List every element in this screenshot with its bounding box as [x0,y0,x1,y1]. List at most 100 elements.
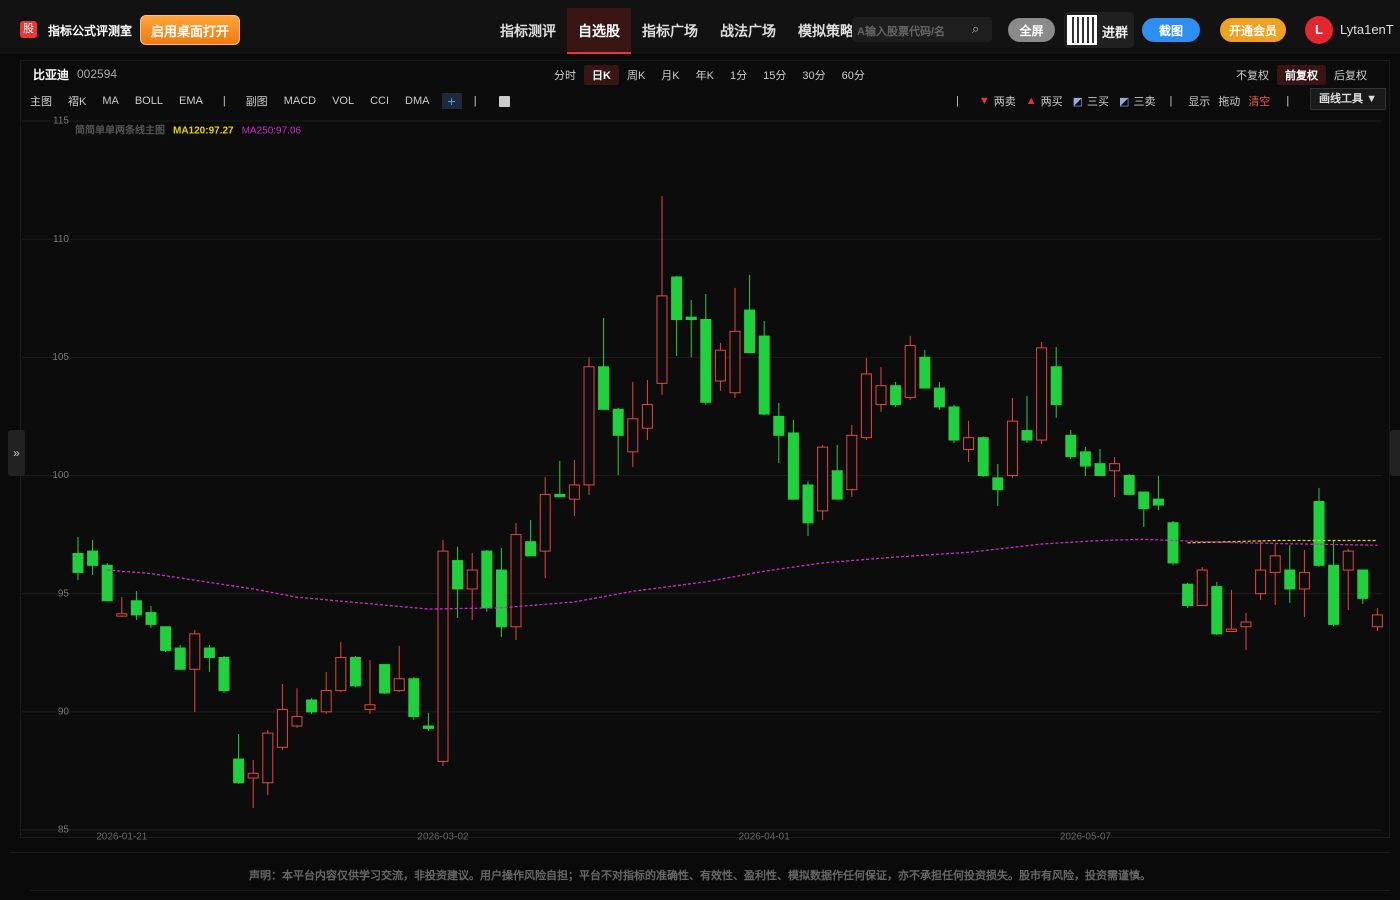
period-tab[interactable]: 月K [661,70,680,82]
sub-indicator[interactable]: CCI [370,95,390,107]
candle-body [948,406,960,441]
adjust-tab[interactable]: 后复权 [1334,70,1367,82]
right-drawer-toggle[interactable] [1390,430,1400,476]
username: Lyta1enT [1340,22,1394,37]
candle-body [525,541,537,557]
separator: | [1286,95,1290,107]
candle-body [1342,550,1354,571]
candle-body [612,408,624,436]
candle-body [1255,569,1267,595]
member-button[interactable]: 开通会员 [1220,18,1286,42]
candle-body [203,647,215,658]
period-tab[interactable]: 日K [584,65,619,85]
candle-body [539,493,551,552]
signal-button[interactable]: 两买 [1040,96,1063,108]
sub-indicator[interactable]: MACD [283,95,317,107]
legend-entry: MA250:97.06 [242,126,302,137]
save-icon[interactable] [498,95,510,107]
candle-body [671,276,683,321]
candle-body [758,335,770,415]
signal-icon: ▼ [978,95,990,107]
nav-item[interactable]: 自选股 [567,8,631,54]
indicator-label: 简简单单两条线主图 [75,124,165,137]
candle-body [963,437,975,451]
chart-panel [20,60,1390,838]
candle-body [1065,434,1077,458]
candle-body [1269,555,1281,573]
top-bar: 股 指标公式评测室 启用桌面打开 指标测评 自选股 指标广场 战法广场 模拟策略 A输入… [0,0,1400,54]
search-icon[interactable]: ⌕ [972,21,980,36]
group-label: 进群 [1102,25,1129,40]
candle-body [247,772,259,779]
nav-item[interactable]: 战法广场 [720,23,776,39]
action-button[interactable]: 清空 [1248,96,1271,108]
y-tick-label: 115 [53,116,69,127]
main-indicator[interactable]: 褶K [68,96,87,108]
left-drawer-toggle[interactable]: » [8,430,25,476]
separator: | [473,95,477,107]
nav-item[interactable]: 指标广场 [642,23,698,39]
period-tab[interactable]: 15分 [763,70,787,82]
main-indicator[interactable]: MA [102,95,119,107]
action-button[interactable]: 显示 [1188,96,1211,108]
signal-icon: ◩ [1072,95,1084,108]
candle-body [860,373,872,439]
search-box[interactable]: A输入股票代码/名 ⌕ [852,17,992,42]
site-title: 指标公式评测室 [48,24,133,38]
group-box[interactable]: 进群 [1064,12,1134,48]
period-tab[interactable]: 年K [695,70,714,82]
main-indicator[interactable]: EMA [178,95,203,107]
candle-body [1371,614,1383,628]
candle-body [1313,500,1325,566]
sub-indicator[interactable]: VOL [332,95,355,107]
nav-item[interactable]: 指标测评 [500,23,556,39]
draw-tools[interactable]: 画线工具 ▼ [1310,88,1386,110]
period-tab[interactable]: 分时 [554,70,576,82]
candle-body [1123,475,1135,495]
candle-body [218,656,230,692]
action-button[interactable]: 拖动 [1218,96,1241,108]
candle-body [1079,451,1091,467]
candle-body [700,319,712,403]
screenshot-button[interactable]: 截图 [1142,18,1200,42]
sub-label[interactable]: 副图 [245,96,268,108]
fullscreen-button[interactable]: 全屏 [1008,18,1055,42]
signal-button[interactable]: 两卖 [993,96,1016,108]
candle-body [291,716,303,727]
signal-button[interactable]: 三卖 [1133,96,1156,108]
period-tab[interactable]: 30分 [802,70,826,82]
x-tick-label: 2026-01-21 [96,832,148,843]
nav-item[interactable]: 模拟策略 [798,23,854,39]
main-indicator[interactable]: BOLL [134,95,163,107]
candle-body [583,366,595,486]
disclaimer: 声明：本平台内容仅供学习交流，非投资建议。用户操作风险自担；平台不对指标的准确性… [249,870,1151,882]
candle-body [846,434,858,491]
qr-code [1067,15,1097,45]
search-placeholder: A输入股票代码/名 [857,26,945,38]
sub-indicator[interactable]: DMA [405,95,430,107]
candle-body [116,613,128,617]
y-tick-label: 100 [52,470,69,481]
footer-rule [30,890,1390,891]
candle-body [466,569,478,590]
stock-code: 002594 [77,67,118,81]
period-tab[interactable]: 1分 [729,70,748,82]
adjust-tab[interactable]: 不复权 [1236,70,1269,82]
candle-body [393,678,405,692]
candle-body [977,437,989,477]
footer-rule [10,852,1390,853]
period-tab[interactable]: 60分 [841,70,865,82]
adjust-tab[interactable]: 前复权 [1277,65,1326,85]
main-label[interactable]: 主图 [30,96,52,108]
period-tab[interactable]: 周K [626,70,646,82]
candle-body [598,366,610,410]
candle-body [904,345,916,399]
candle-body [817,446,829,512]
add-button[interactable]: + [441,93,462,109]
signal-button[interactable]: 三买 [1087,96,1110,108]
candle-body [422,725,434,729]
y-tick-label: 105 [52,352,69,363]
candle-body [933,387,945,408]
open-button[interactable]: 启用桌面打开 [140,15,240,45]
avatar[interactable]: L [1305,16,1333,44]
